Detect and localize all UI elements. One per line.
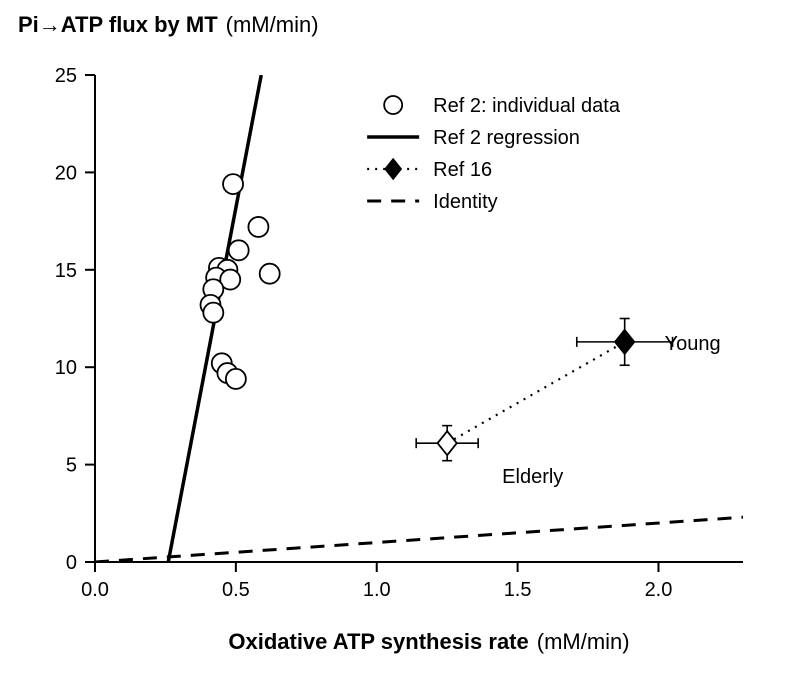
x-tick-label: 0.0	[81, 579, 109, 601]
ref2-data-point	[248, 217, 268, 237]
identity-line	[95, 517, 743, 562]
ref2-data-point	[226, 369, 246, 389]
legend-label: Ref 2 regression	[433, 127, 580, 149]
legend: Ref 2: individual data Ref 2 regression Re…	[367, 95, 621, 213]
legend-item: Ref 16	[367, 159, 492, 181]
ref2-scatter	[201, 174, 280, 389]
title-unit: (mM/min)	[226, 12, 319, 37]
ref16-marker	[615, 330, 634, 354]
ref2-data-point	[229, 240, 249, 260]
y-tick-label: 0	[66, 552, 77, 574]
legend-item: Identity	[367, 191, 497, 213]
title-main: Pi→ATP flux by MT	[18, 12, 218, 37]
legend-item: Ref 2: individual data	[384, 95, 621, 117]
x-tick-label: 1.5	[504, 579, 532, 601]
y-tick-label: 25	[55, 65, 77, 87]
ref2-data-point	[203, 303, 223, 323]
x-tick-label: 2.0	[645, 579, 673, 601]
y-tick-label: 15	[55, 260, 77, 282]
ref2-data-point	[223, 174, 243, 194]
y-tick-label: 20	[55, 162, 77, 184]
legend-label: Ref 2: individual data	[433, 95, 621, 117]
chart-svg: Pi→ATP flux by MT (mM/min) 0 5 10 15 20 25 0.0 0.…	[0, 0, 793, 677]
ref16-point-label: Young	[665, 333, 721, 355]
y-tick-label: 5	[66, 455, 77, 477]
chart-container: Pi→ATP flux by MT (mM/min) 0 5 10 15 20 25 0.0 0.…	[0, 0, 793, 677]
x-tick-label: 0.5	[222, 579, 250, 601]
ref2-data-point	[260, 264, 280, 284]
svg-text:Pi→ATP flux by MT(mM/min): Pi→ATP flux by MT (mM/min)	[18, 12, 319, 37]
axes: 0 5 10 15 20 25 0.0 0.5 1.0 1.5 2.0	[55, 65, 743, 601]
ref16-point-label: Elderly	[502, 466, 563, 488]
legend-label: Ref 16	[433, 159, 492, 181]
legend-label: Identity	[433, 191, 497, 213]
legend-item: Ref 2 regression	[367, 127, 580, 149]
ref16-series: Elderly Young	[416, 319, 720, 489]
y-tick-label: 10	[55, 357, 77, 379]
x-axis-label: Oxidative ATP synthesis rate(mM/min)	[228, 629, 629, 654]
ref16-marker	[438, 431, 457, 455]
x-tick-label: 1.0	[363, 579, 391, 601]
chart-title: Pi→ATP flux by MT (mM/min)	[18, 12, 319, 37]
